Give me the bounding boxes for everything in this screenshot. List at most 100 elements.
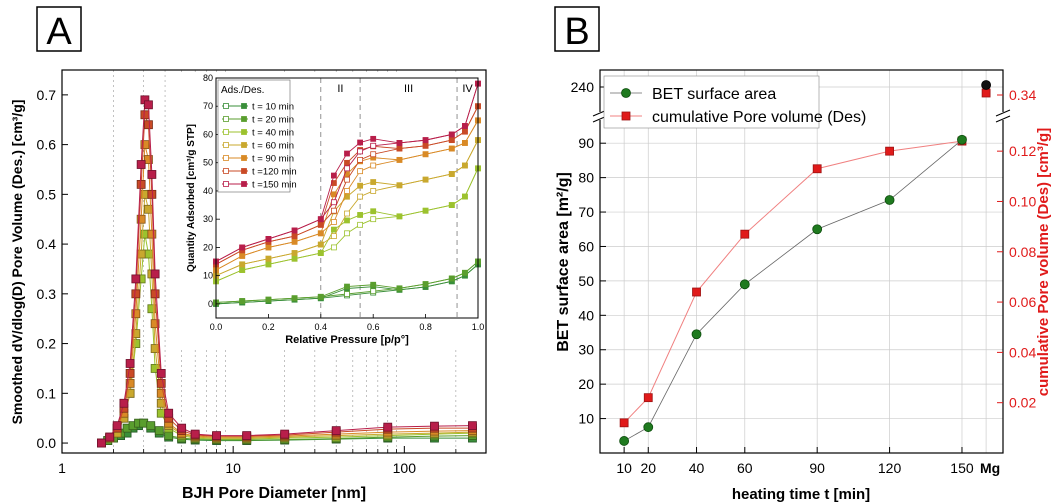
legend-marker-open [223,168,229,174]
desorption-point [396,156,403,163]
desorption-point [448,131,455,138]
x-tick-label: 40 [689,460,705,476]
x-tick-label: 10 [225,460,241,476]
data-point [147,170,157,179]
adsorption-point [344,291,350,297]
data-point [177,423,187,433]
y-tick-label: 0.1 [37,385,57,401]
legend-entry-pore: cumulative Pore volume (Des) [652,109,866,126]
inset-x-tick-label: 0.0 [210,322,223,332]
panel-b-grid [600,70,1003,453]
x-tick-label: 90 [809,460,825,476]
desorption-point [239,261,246,268]
panel-a-series [97,95,477,448]
legend-entry: t = 10 min [252,102,294,113]
desorption-point [370,208,377,215]
region-label: IV [462,83,473,95]
data-point [131,274,141,284]
data-point [136,214,146,224]
pore-volume-point [619,418,629,428]
data-point [112,421,122,431]
desorption-point [344,159,350,166]
pore-volume-point [885,146,894,156]
desorption-point [422,176,429,183]
desorption-point [448,145,455,152]
x-tick-label: 1 [58,460,66,476]
bet-point [739,279,750,290]
desorption-point [461,162,468,169]
desorption-point [239,298,246,304]
desorption-point [448,275,455,282]
legend-entry: t = 60 min [252,141,294,152]
inset-xlabel: Relative Pressure [p/p°] [285,334,409,346]
desorption-point [317,221,324,228]
adsorption-point [357,221,364,228]
axis-break-gap [593,112,607,120]
data-point [136,160,146,169]
legend-marker-filled [241,103,247,109]
inset-y-tick-label: 70 [203,101,213,111]
data-point [150,319,160,329]
adsorption-point [357,168,364,175]
series-line [101,98,473,444]
desorption-point [291,295,298,302]
y-right-tick-label: 0.04 [1009,344,1036,360]
data-point [154,426,164,436]
data-point [156,378,166,388]
legend-marker-filled [241,142,247,148]
adsorption-point [344,165,350,172]
desorption-point [330,226,337,233]
data-point [97,438,106,448]
region-label: II [337,83,343,95]
data-point [131,309,141,319]
desorption-line [215,106,479,265]
desorption-point [291,238,298,245]
desorption-line [215,120,479,271]
axis-break-mark [995,115,1011,123]
inset-y-tick-label: 0 [208,299,213,309]
y-tick-label: 40 [578,307,594,323]
inset-ticks: IIIIIIIV0.00.20.40.60.81.001020304050607… [203,73,484,332]
adsorption-point [330,219,337,225]
x-tick-label: 100 [393,460,417,476]
desorption-point [317,293,324,300]
desorption-point [239,244,246,251]
y-tick-label: 0.6 [37,137,57,153]
y-tick-label: 0.0 [37,435,57,451]
legend-marker-bet [621,88,631,98]
y-tick-label: 60 [578,238,594,254]
adsorption-point [344,210,350,217]
data-point [147,229,157,239]
adsorption-point [344,230,350,237]
panel-b-plot: 10 20 40 60 90 120 150 Mg 10 20 30 40 50 60 70 80 90 240 0… [555,69,1052,503]
desorption-point [239,267,246,273]
legend-entry: t = 40 min [252,128,294,139]
panel-b-ylabel-left: BET surface area [m²/g] [555,172,572,352]
data-point [144,100,153,110]
desorption-point [317,230,324,237]
data-point [242,431,252,440]
data-point [131,289,141,299]
legend-entry: t =150 min [252,180,297,191]
data-point [468,421,477,431]
legend-entry: t = 20 min [252,115,294,126]
desorption-point [448,171,455,177]
adsorption-point [330,199,337,206]
legend-marker-filled [241,129,247,135]
y-tick-label: 50 [578,273,594,289]
y-right-tick-label: 0.08 [1009,244,1036,260]
y-tick-label: 80 [578,170,594,186]
desorption-point [422,281,429,288]
panel-b-ticks: 10 20 40 60 90 120 150 Mg 10 20 30 40 50 60 70 80 90 240 0… [571,79,1037,476]
data-point [156,369,166,378]
pore-volume-point [740,229,750,239]
legend-marker-pore [621,111,631,121]
inset-y-tick-label: 80 [203,73,213,83]
desorption-point [422,151,429,158]
inset-x-tick-label: 0.8 [419,322,432,332]
adsorption-point [357,193,364,200]
bet-point [619,436,630,446]
desorption-point [330,191,337,198]
desorption-point [396,140,403,146]
